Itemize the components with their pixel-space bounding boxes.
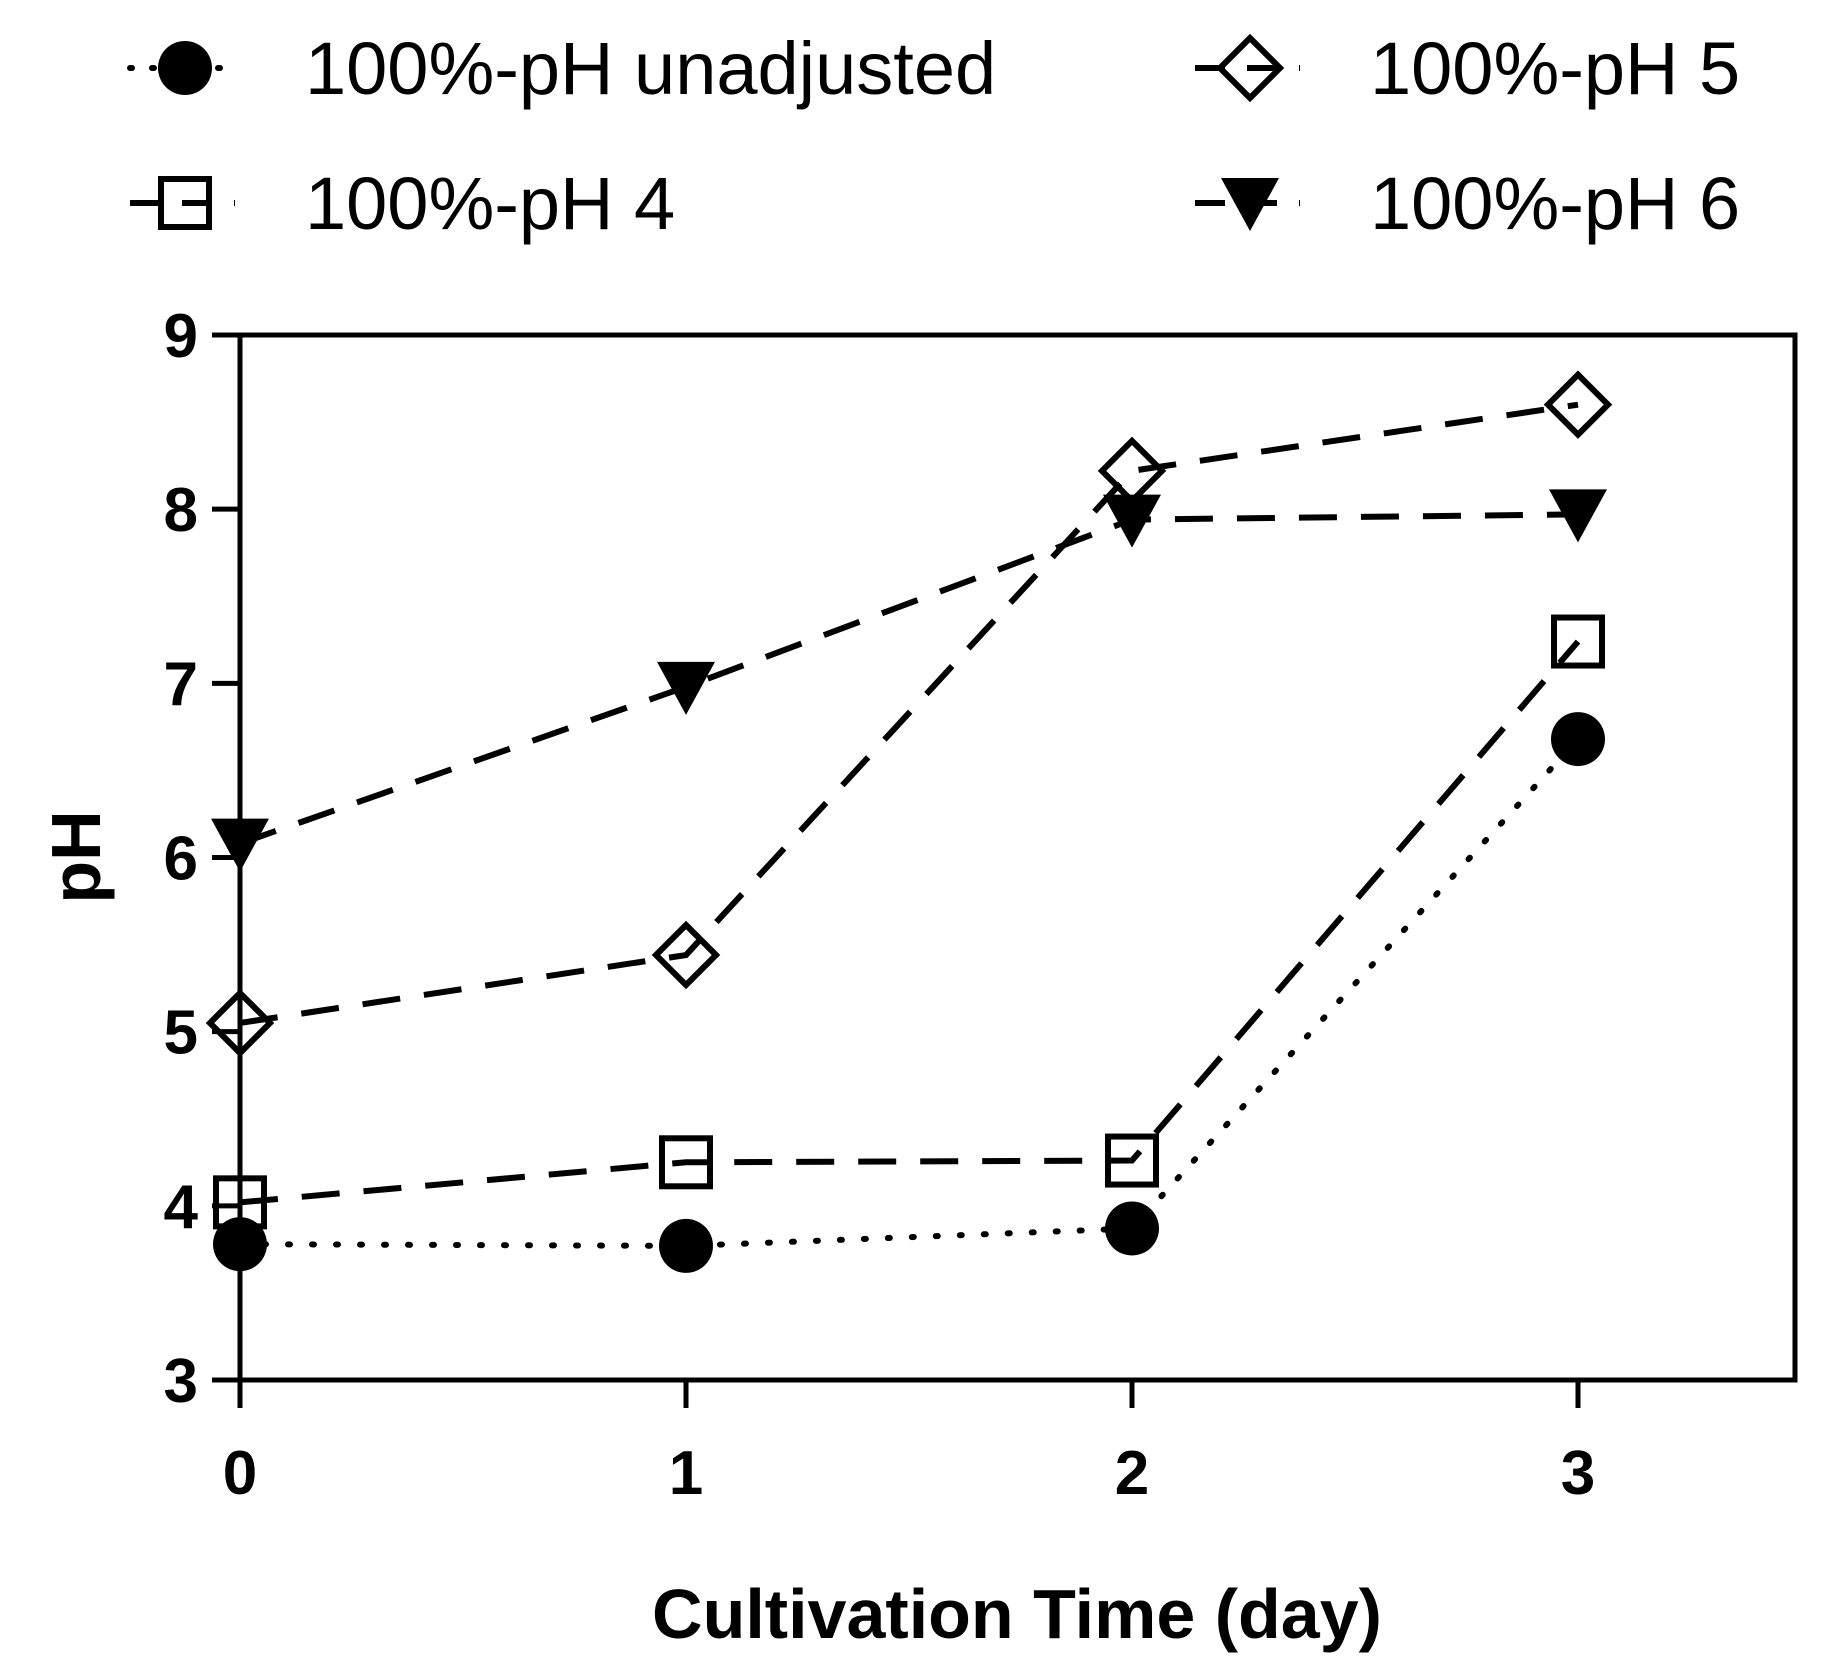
legend-label: 100%-pH unadjusted [305,27,996,110]
legend-marker [158,41,212,95]
legend-item-1: 100%-pH unadjusted [127,27,996,110]
data-point [1551,712,1605,767]
legend-label: 100%-pH 6 [1370,162,1740,245]
data-point [1105,1133,1159,1188]
y-tick-label: 9 [164,302,198,371]
y-tick-label: 8 [164,476,198,545]
data-point [1543,370,1613,439]
legend: 100%-pH unadjusted 100%-pH 4 100%-pH 5 100%… [127,27,1740,245]
series-3 [205,370,1613,1058]
series-line [239,511,1579,847]
data-point [659,1218,713,1273]
legend-item-4: 100%-pH 6 [1195,162,1740,245]
x-tick-label: 2 [1115,1439,1149,1508]
series-line [239,639,1581,1206]
y-tick-label: 3 [164,1347,198,1416]
series-line [239,401,1579,1026]
legend-label: 100%-pH 5 [1370,27,1740,110]
x-tick-label: 0 [223,1439,257,1508]
data-point [1549,489,1607,543]
legend-item-2: 100%-pH 4 [130,162,675,245]
y-tick-label: 4 [164,1173,199,1242]
y-tick-label: 6 [164,825,198,894]
series-line [237,736,1581,1249]
data-point [1105,1201,1159,1256]
legend-marker [158,176,212,230]
series-4 [211,489,1607,872]
data-point [657,661,715,715]
y-tick-label: 7 [164,650,198,719]
y-axis-title: pH [37,810,115,903]
x-tick-label: 1 [669,1439,703,1508]
data-point [1103,494,1161,548]
data-point [1551,614,1605,669]
legend-label: 100%-pH 4 [305,162,675,245]
legend-marker [1221,178,1279,231]
series-2 [213,614,1605,1230]
series-1 [213,712,1605,1273]
x-axis-title: Cultivation Time (day) [652,1575,1382,1653]
ticks: 3 4 5 6 7 8 9 0 1 2 3 [164,302,1596,1508]
series-layer [205,370,1613,1273]
legend-item-3: 100%-pH 5 [1195,27,1740,110]
legend-marker [1215,33,1285,103]
y-tick-label: 5 [164,999,198,1068]
x-tick-label: 3 [1561,1439,1595,1508]
data-point [651,920,721,990]
data-point [659,1135,713,1190]
